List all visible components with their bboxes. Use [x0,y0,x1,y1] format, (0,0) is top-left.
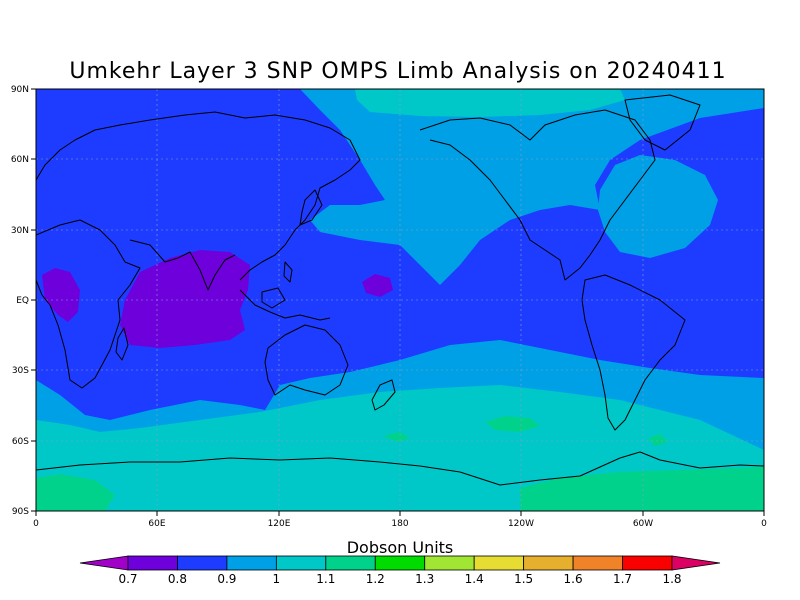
coast-north-america [419,109,656,281]
coast-philippines [283,261,293,283]
colorbar-swatches [79,555,721,571]
y-tick-label: 60S [12,437,29,447]
y-tick-label: 90N [11,85,29,95]
x-tick-label: 0 [761,519,767,529]
colorbar-label: 1.8 [662,572,681,586]
contour-antarctic-right [520,466,764,511]
colorbar-swatch [177,555,228,571]
colorbar-swatch [374,555,426,571]
coast-greenland [624,94,701,151]
contour-africa-low [42,268,80,322]
contour-indian-ocean-low [120,250,250,348]
coast-madagascar [115,327,129,361]
colorbar-label: 1.3 [415,572,434,586]
colorbar-swatch [424,555,475,571]
contour-southern-patch-3 [648,434,668,446]
colorbar-swatch [622,555,673,571]
colorbar-label: 1.7 [613,572,632,586]
coastlines [36,94,764,486]
y-tick-label: 60N [11,155,29,165]
colorbar-label: 1.4 [465,572,484,586]
x-tick-label: 120E [268,519,291,529]
coast-new-zealand [371,379,396,411]
colorbar-label: 1.2 [366,572,385,586]
contour-southern-patch [485,416,540,432]
axis-tick-marks [31,88,765,516]
map-title: Umkehr Layer 3 SNP OMPS Limb Analysis on… [69,59,726,84]
colorbar-swatch [473,555,525,571]
colorbar-label: 1.1 [316,572,335,586]
contour-greenland-patch [545,148,590,168]
coast-indonesia [239,289,331,321]
contour-southern-patch-2 [383,432,410,442]
coast-australia [264,324,349,396]
y-tick-label: 90S [12,507,29,517]
coast-japan [299,189,323,226]
x-tick-label: 60E [148,519,165,529]
contour-antarctic-left [36,474,115,511]
y-tick-label: 30N [11,226,29,236]
colorbar-label: 0.7 [118,572,137,586]
colorbar-swatch [127,555,178,571]
colorbar-labels: 0.7 0.8 0.9 1 1.1 1.2 1.3 1.4 1.5 1.6 1.7 1.8 [118,572,681,586]
coast-south-america [581,274,686,431]
coast-antarctica [36,451,764,486]
x-tick-label: 0 [33,519,39,529]
coast-borneo [261,287,286,309]
colorbar-label: 0.9 [217,572,236,586]
x-tick-label: 60W [633,519,653,529]
y-tick-label: 30S [12,366,29,376]
x-tick-label: 120W [508,519,534,529]
colorbar-swatch [572,555,623,571]
colorbar-title: Dobson Units [347,538,454,557]
colorbar-label: 0.8 [168,572,187,586]
colorbar-max-triangle [671,555,721,571]
colorbar-label: 1.5 [514,572,533,586]
contour-north-pacific [300,89,764,285]
coast-africa [36,219,141,389]
x-tick-label: 180 [391,519,408,529]
colorbar-swatch [325,555,376,571]
colorbar-min-triangle [79,555,129,571]
colorbar-swatch [523,555,574,571]
y-axis-labels: 90N 60N 30N EQ 30S 60S 90S [11,85,29,517]
colorbar-label: 1.6 [564,572,583,586]
colorbar: Dobson Units 0.7 0.8 0.9 1 1.1 1.2 1.3 1.4 1.5 1.… [79,538,721,586]
coast-india [129,239,236,291]
coast-eurasia [36,111,361,281]
map-plot-area [36,89,764,511]
y-tick-label: EQ [16,296,29,306]
colorbar-swatch [226,555,277,571]
x-axis-labels: 0 60E 120E 180 120W 60W 0 [33,519,767,529]
contour-north-atlantic [598,155,718,258]
colorbar-label: 1 [273,572,281,586]
contour-arctic-cap [355,89,625,117]
grid-lines [36,89,764,511]
colorbar-swatch [275,555,327,571]
contour-pacific-low [362,274,393,297]
